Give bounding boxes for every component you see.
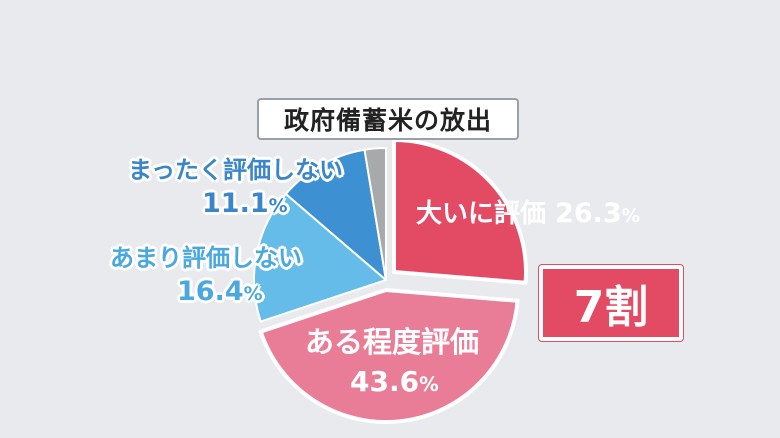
value-not-at-all-wrap: 11.1% (202, 190, 288, 217)
unit-not-much: % (243, 283, 263, 305)
unit-greatly: % (621, 206, 640, 227)
slice-other (363, 147, 387, 281)
unit-somewhat: % (419, 373, 439, 396)
slice-not-much (253, 192, 387, 323)
value-somewhat: 43.6 (350, 365, 420, 398)
value-greatly-wrap: 大いに評価 26.3% (416, 200, 640, 227)
value-not-much-wrap: 16.4% (177, 278, 263, 305)
chart-title: 政府備蓄米の放出 (257, 98, 519, 140)
slice-not-at-all (284, 148, 387, 281)
unit-not-at-all: % (268, 195, 288, 217)
label-not-at-all: まったく評価しない (128, 156, 344, 184)
slice-greatly (392, 138, 528, 285)
value-not-at-all: 11.1 (202, 188, 269, 219)
value-greatly: 26.3 (555, 198, 622, 229)
value-not-much: 16.4 (177, 276, 244, 307)
value-somewhat-wrap: 43.6% (350, 368, 439, 396)
label-somewhat: ある程度評価 (305, 325, 480, 359)
label-not-much: あまり評価しない (110, 244, 302, 272)
annotation-badge: 7割 (539, 265, 683, 341)
label-greatly: 大いに評価 (416, 199, 547, 229)
slice-somewhat (258, 288, 520, 424)
